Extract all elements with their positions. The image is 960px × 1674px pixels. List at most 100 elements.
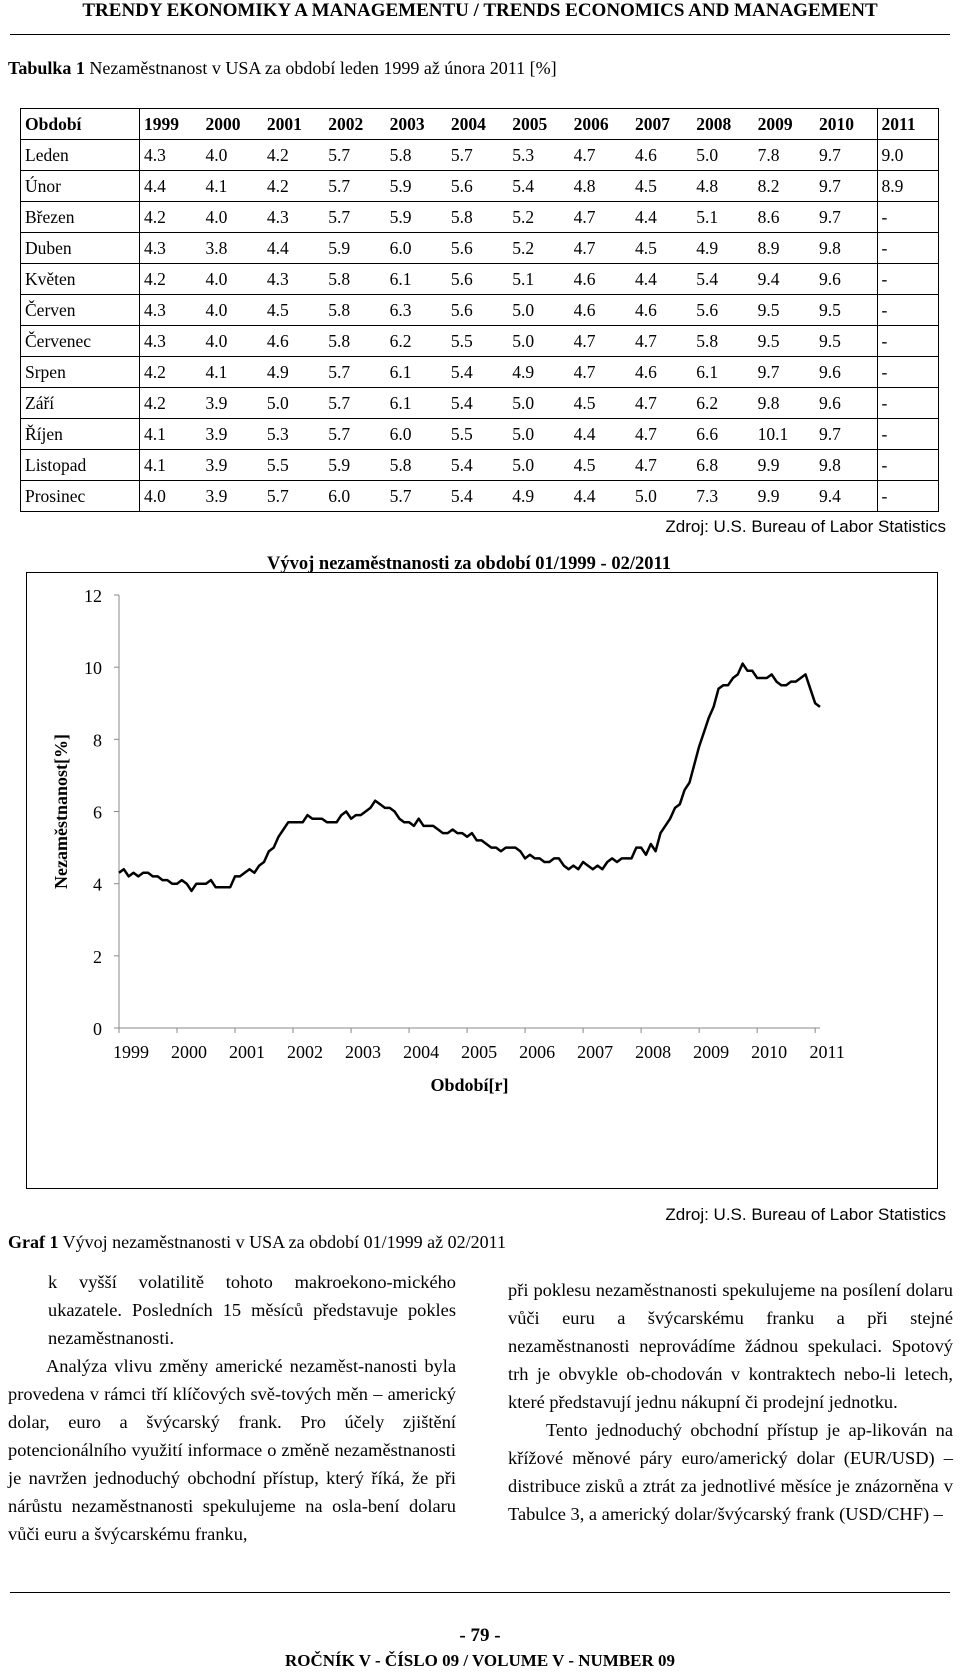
table-cell: 5.8 — [324, 294, 386, 326]
table-row: Leden 4.3 4.0 4.2 5.7 5.8 5.7 5.3 4.7 4.6 5.0 7.8 9.… — [20, 139, 940, 171]
table-cell: 4.6 — [569, 294, 631, 326]
table-cell: 5.8 — [446, 201, 509, 233]
table-caption-text: Nezaměstnanost v USA za období leden 199… — [89, 58, 557, 78]
table-cell: 5.7 — [324, 170, 386, 202]
table-cell: 6.0 — [385, 232, 447, 264]
table-cell: 4.0 — [201, 263, 263, 295]
table-cell: 4.7 — [630, 387, 693, 419]
table-row: Březen 4.2 4.0 4.3 5.7 5.9 5.8 5.2 4.7 4.4 5.1 8.6 9… — [20, 201, 940, 233]
table-cell: 4.6 — [630, 356, 693, 388]
volume-footer: ROČNÍK V - ČÍSLO 09 / VOLUME V - NUMBER … — [284, 1651, 676, 1670]
table-cell: 5.4 — [446, 449, 509, 481]
table-cell: 8.9 — [876, 170, 940, 202]
table-cell: 4.3 — [139, 325, 202, 357]
table-cell: 3.8 — [201, 232, 263, 264]
table-cell: 4.3 — [262, 263, 325, 295]
table-cell: 4.2 — [139, 263, 202, 295]
table-cell: 5.2 — [508, 232, 570, 264]
table-cell: 5.9 — [385, 170, 447, 202]
chart-source: Zdroj: U.S. Bureau of Labor Statistics — [665, 1205, 946, 1224]
table-cell: 4.1 — [201, 356, 263, 388]
table-cell: 5.8 — [324, 263, 386, 295]
table-cell: 5.3 — [262, 418, 325, 450]
table-row: Listopad 4.1 3.9 5.5 5.9 5.8 5.4 5.0 4.5 4.7 6.8 9.… — [20, 449, 940, 481]
table-cell: - — [876, 263, 940, 295]
table-cell: - — [876, 294, 940, 326]
table-cell: 5.0 — [692, 139, 754, 171]
x-tick-label: 2007 — [577, 1042, 613, 1062]
table-cell: 5.1 — [692, 201, 754, 233]
table-cell: 9.4 — [753, 263, 815, 295]
table-cell: 6.0 — [324, 480, 386, 512]
table-cell: 5.4 — [446, 480, 509, 512]
table-cell: 9.7 — [814, 139, 878, 171]
table-cell: 4.6 — [569, 263, 631, 295]
table-row: Únor 4.4 4.1 4.2 5.7 5.9 5.6 5.4 4.8 4.5 4.8 8.2 9.7… — [20, 170, 940, 202]
row-label-cell: Prosinec — [20, 480, 140, 512]
table-cell: 4.2 — [262, 170, 325, 202]
table-cell: 8.6 — [753, 201, 815, 233]
table-cell: - — [876, 418, 940, 450]
table-cell: 6.3 — [385, 294, 447, 326]
table-cell: 4.6 — [630, 294, 693, 326]
x-tick-label: 2004 — [403, 1042, 439, 1062]
table-cell: 5.6 — [446, 170, 509, 202]
table-cell: 4.3 — [139, 232, 202, 264]
table-cell: 5.8 — [385, 449, 447, 481]
table-cell: 4.7 — [630, 325, 693, 357]
table-cell: 4.4 — [262, 232, 325, 264]
table-cell: 4.2 — [139, 356, 202, 388]
table-cell: 5.1 — [508, 263, 570, 295]
table-cell: 7.3 — [692, 480, 754, 512]
table-cell: 4.9 — [692, 232, 754, 264]
table-cell: 5.7 — [324, 139, 386, 171]
table-cell: 9.0 — [876, 139, 940, 171]
table-cell: 6.1 — [385, 356, 447, 388]
table-cell: 4.5 — [262, 294, 325, 326]
table-header-cell: 2002 — [324, 108, 386, 140]
body-left-continuation: k vyšší volatilitě tohoto makroekono-mic… — [48, 1272, 456, 1348]
table-cell: 9.6 — [814, 387, 878, 419]
table-row: Květen 4.2 4.0 4.3 5.8 6.1 5.6 5.1 4.6 4.4 5.4 9.4 9… — [20, 263, 940, 295]
row-label-cell: Únor — [20, 170, 140, 202]
body-column-right: při poklesu nezaměstnanosti spekulujeme … — [508, 1268, 953, 1528]
y-tick-label: 10 — [84, 658, 102, 678]
x-tick-label: 2002 — [287, 1042, 323, 1062]
table-cell: 5.7 — [324, 387, 386, 419]
table-cell: 5.9 — [324, 232, 386, 264]
table-cell: 5.4 — [446, 356, 509, 388]
page-number: - 79 - — [459, 1625, 501, 1646]
x-tick-label: 1999 — [113, 1042, 149, 1062]
table-cell: 5.3 — [508, 139, 570, 171]
unemployment-line-chart: Vývoj nezaměstnanosti za období 01/1999 … — [51, 554, 845, 1095]
y-tick-label: 6 — [93, 803, 102, 823]
table-cell: 5.9 — [324, 449, 386, 481]
table-cell: 6.2 — [692, 387, 754, 419]
table-cell: 4.2 — [262, 139, 325, 171]
table-cell: 6.6 — [692, 418, 754, 450]
table-cell: 4.9 — [508, 480, 570, 512]
table-cell: 5.4 — [508, 170, 570, 202]
table-cell: 4.6 — [630, 139, 693, 171]
body-right-paragraph: Tento jednoduchý obchodní přístup je ap-… — [508, 1420, 953, 1524]
table-cell: 4.7 — [569, 356, 631, 388]
table-cell: 4.4 — [569, 418, 631, 450]
table-header-cell: 2004 — [446, 108, 509, 140]
table-cell: 8.2 — [753, 170, 815, 202]
x-tick-label: 2008 — [635, 1042, 671, 1062]
table-cell: 4.7 — [630, 449, 693, 481]
x-tick-label: 2009 — [693, 1042, 729, 1062]
table-cell: 5.5 — [262, 449, 325, 481]
table-row: Říjen 4.1 3.9 5.3 5.7 6.0 5.5 5.0 4.4 4.7 6.6 10.1 9… — [20, 418, 940, 450]
table-cell: 4.7 — [569, 201, 631, 233]
table-row: Červen 4.3 4.0 4.5 5.8 6.3 5.6 5.0 4.6 4.6 5.6 9.5 9… — [20, 294, 940, 326]
table-row: Červenec 4.3 4.0 4.6 5.8 6.2 5.5 5.0 4.7 4.7 5.8 9.… — [20, 325, 940, 357]
row-label-cell: Listopad — [20, 449, 140, 481]
table-cell: 4.0 — [201, 139, 263, 171]
table-cell: 5.7 — [262, 480, 325, 512]
unemployment-table: Období 1999 2000 2001 2002 2003 2004 2005 2006 20… — [20, 108, 940, 512]
x-axis-label: Období[r] — [430, 1075, 508, 1095]
table-cell: 6.1 — [385, 387, 447, 419]
table-cell: 5.8 — [692, 325, 754, 357]
table-cell: 8.9 — [753, 232, 815, 264]
